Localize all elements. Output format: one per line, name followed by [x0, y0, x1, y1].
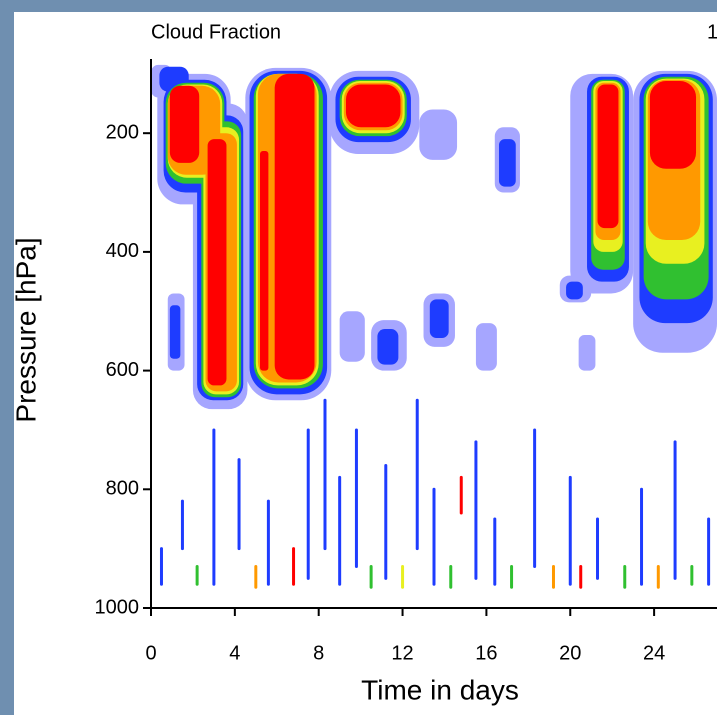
- frame-left: [0, 0, 14, 715]
- y-axis-label: Pressure [hPa]: [10, 237, 41, 422]
- cloud-patch: [207, 139, 227, 386]
- plot-area: [151, 64, 717, 589]
- cloud-patch: [169, 305, 181, 359]
- cloud-patch: [498, 139, 516, 187]
- cloud-patch: [429, 299, 449, 338]
- x-tick-label: 24: [643, 642, 665, 664]
- cloud-patch: [169, 85, 200, 163]
- y-tick-label: 400: [106, 240, 139, 262]
- y-tick-label: 1000: [95, 596, 140, 618]
- x-tick-label: 0: [145, 642, 156, 664]
- chart-title: Cloud Fraction: [151, 21, 281, 43]
- y-tick-label: 200: [106, 121, 139, 143]
- cloud-patch: [345, 84, 401, 128]
- y-tick-label: 600: [106, 359, 139, 381]
- cloud-patch: [597, 84, 619, 229]
- frame-top: [0, 0, 717, 12]
- x-tick-label: 16: [475, 642, 497, 664]
- cloud-patch: [274, 73, 315, 380]
- cloud-patch: [260, 150, 269, 371]
- x-tick-label: 8: [313, 642, 324, 664]
- x-axis-label: Time in days: [361, 674, 519, 705]
- cloud-patch: [649, 80, 697, 169]
- unit-title: 1: [707, 21, 717, 43]
- x-tick-label: 20: [559, 642, 581, 664]
- x-tick-label: 4: [229, 642, 240, 664]
- x-tick-label: 12: [391, 642, 413, 664]
- cloud-patch: [419, 109, 458, 160]
- y-tick-label: 800: [106, 478, 139, 500]
- cloud-patch: [475, 323, 497, 371]
- cloud-patch: [566, 281, 583, 300]
- cloud-patch: [377, 329, 399, 365]
- cloud-patch: [578, 334, 596, 371]
- cloud-patch: [339, 311, 365, 362]
